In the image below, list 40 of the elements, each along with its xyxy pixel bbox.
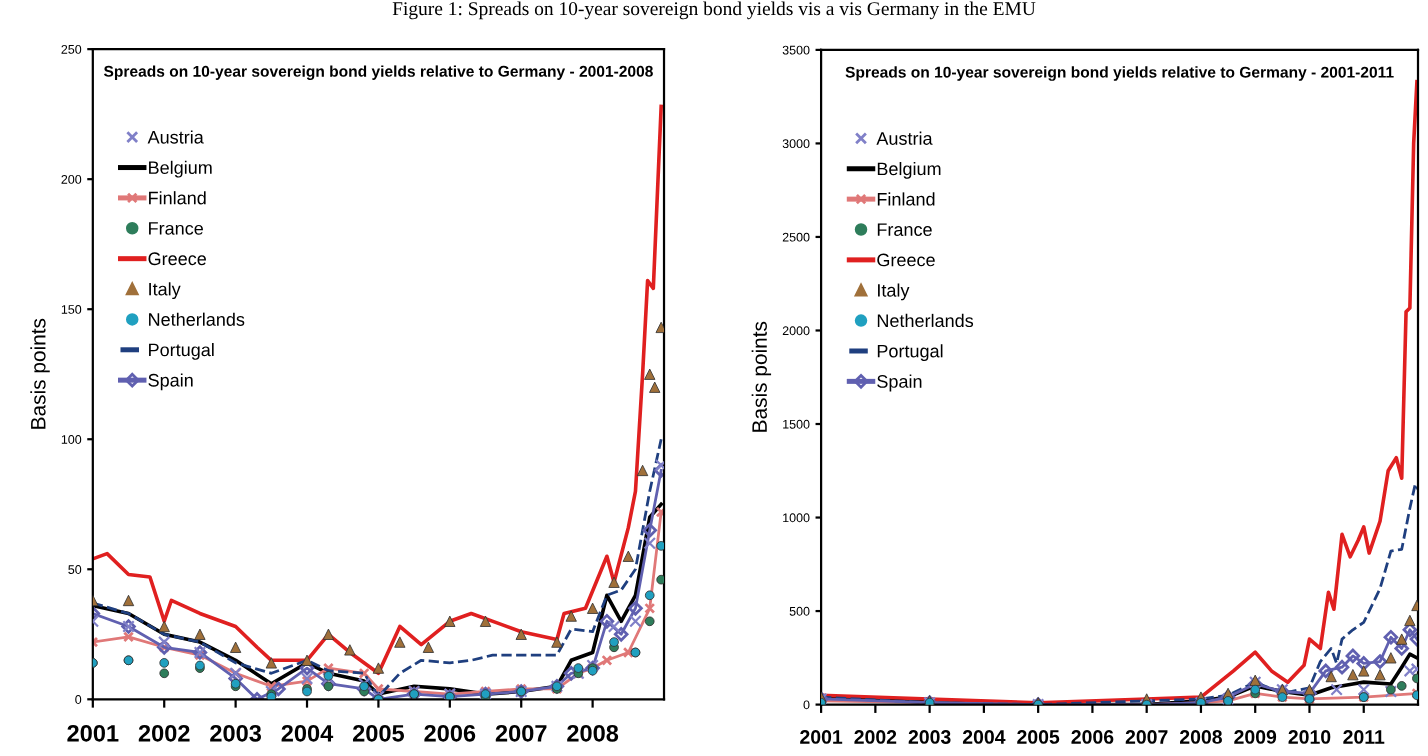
x-tick-label: 2007 (1125, 730, 1168, 744)
legend-label: Spain (877, 374, 922, 392)
x-tick-label: 2003 (908, 730, 951, 744)
x-tick-label: 2001 (67, 724, 119, 742)
legend-label: Belgium (149, 160, 212, 178)
x-tick-label: 2004 (281, 724, 334, 742)
legend-label: Italy (878, 283, 910, 301)
x-tick-label: 2004 (962, 730, 1006, 744)
legend-label: Spain (148, 373, 193, 391)
x-tick-label: 2005 (352, 724, 405, 742)
x-tick-label: 2010 (1288, 730, 1331, 744)
legend-label: France (149, 222, 203, 235)
x-tick-label: 2011 (1343, 730, 1385, 744)
x-tick-label: 2006 (1071, 730, 1114, 744)
legend-label: Finland (149, 191, 206, 205)
legend-label: Finland (877, 192, 935, 206)
legend-label: Portugal (877, 344, 943, 362)
legend-label: Austria (876, 131, 933, 145)
x-tick-label: 2003 (210, 724, 262, 742)
x-tick-label: 2005 (1017, 730, 1060, 744)
x-tick-label: 2007 (495, 724, 547, 742)
x-tick-label: 2008 (1180, 730, 1222, 744)
legend-label: Austria (147, 130, 204, 144)
y-axis-title: Basis points (30, 318, 50, 429)
legend-label: Netherlands (149, 312, 245, 326)
x-tick-label: 2008 (567, 724, 619, 742)
legend-label: Greece (877, 253, 935, 267)
x-tick-label: 2009 (1234, 730, 1277, 744)
x-tick-label: 2006 (424, 724, 476, 742)
legend-label: Belgium (877, 161, 941, 179)
x-tick-label: 2002 (854, 730, 897, 744)
x-tick-label: 2002 (138, 724, 190, 742)
caption: Figure 1: Spreads on 10-year sovereign bond yields vis a vis Germany in the EMU (392, 1, 1036, 20)
legend-label: Greece (148, 252, 206, 266)
legend-label: Netherlands (877, 313, 974, 328)
y-axis-title: Basis points (751, 321, 772, 432)
legend-label: France (877, 223, 932, 236)
x-tick-label: 2001 (800, 730, 843, 744)
legend-label: Italy (149, 282, 181, 300)
legend-label: Portugal (149, 343, 214, 360)
